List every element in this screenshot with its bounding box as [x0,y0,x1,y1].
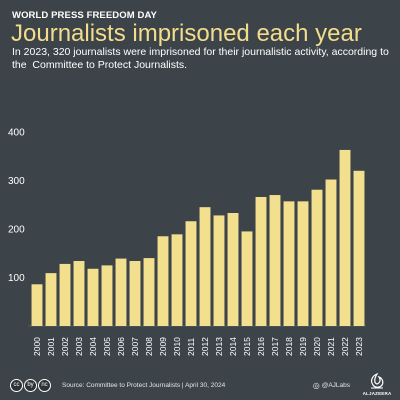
x-tick-label: 2018 [284,337,294,356]
bar-2009 [157,236,169,326]
bar-2008 [143,258,155,326]
x-tick-label: 2022 [340,337,350,356]
bar-2019 [297,201,309,326]
x-tick-label: 2003 [74,337,84,356]
bar-2006 [115,258,127,326]
by-icon: by [24,378,37,392]
bar-2023 [353,170,365,326]
license-badge: cc by nc [10,378,52,392]
x-tick-label: 2012 [200,337,210,356]
x-tick-label: 2004 [88,337,98,356]
x-tick-label: 2015 [242,337,252,356]
bar-2011 [185,221,197,326]
x-tick-label: 2023 [354,337,364,356]
bar-2021 [325,179,337,326]
cc-icon: cc [10,378,23,392]
x-tick-label: 2014 [228,337,238,356]
logo-mark-icon [371,373,384,389]
x-tick-label: 2000 [32,337,42,356]
x-tick-label: 2007 [130,337,140,356]
x-tick-label: 2002 [60,337,70,356]
x-tick-label: 2006 [116,337,126,356]
y-tick-label: 400 [8,128,25,139]
x-tick-label: 2020 [312,337,322,356]
x-tick-label: 2005 [102,337,112,356]
bar-2012 [199,207,211,326]
credit-handle: @AJLabs [321,381,350,389]
bar-2022 [339,149,351,326]
y-tick-label: 100 [8,273,25,284]
kicker: WORLD PRESS FREEDOM DAY [12,10,157,21]
bar-2014 [227,213,239,326]
y-tick-label: 300 [8,176,25,187]
footer: cc by nc Source: Committee to Protect Jo… [10,378,390,392]
bar-2001 [45,273,57,326]
x-tick-label: 2010 [172,337,182,356]
x-tick-label: 2001 [46,337,56,356]
y-tick-label: 200 [8,225,25,236]
page-title: Journalists imprisoned each year [11,20,362,47]
bar-2010 [171,234,183,326]
bar-2020 [311,189,323,326]
credit: ◎ @AJLabs [313,381,350,390]
x-tick-label: 2008 [144,337,154,356]
x-tick-label: 2021 [326,337,336,356]
x-tick-label: 2011 [186,337,196,356]
instagram-icon: ◎ [312,380,320,390]
x-tick-label: 2016 [256,337,266,356]
nc-icon: nc [38,378,51,392]
bar-2002 [59,263,71,326]
source-note: Source: Committee to Protect Journalists… [62,381,226,389]
bar-2000 [31,284,43,326]
x-tick-label: 2009 [158,337,168,356]
x-tick-label: 2019 [298,337,308,356]
bar-2018 [283,201,295,326]
bar-2016 [255,196,267,326]
bar-2007 [129,261,141,326]
bar-2005 [101,265,113,327]
bar-2013 [213,215,225,326]
aljazeera-logo: ALJAZEERA [362,366,392,396]
logo-text: ALJAZEERA [362,391,392,396]
bar-2017 [269,195,281,326]
bar-2003 [73,261,85,326]
bar-2004 [87,268,99,326]
subtitle: In 2023, 320 journalists were imprisoned… [12,46,392,71]
bar-2015 [241,231,253,326]
x-tick-label: 2013 [214,337,224,356]
x-tick-label: 2017 [270,337,280,356]
